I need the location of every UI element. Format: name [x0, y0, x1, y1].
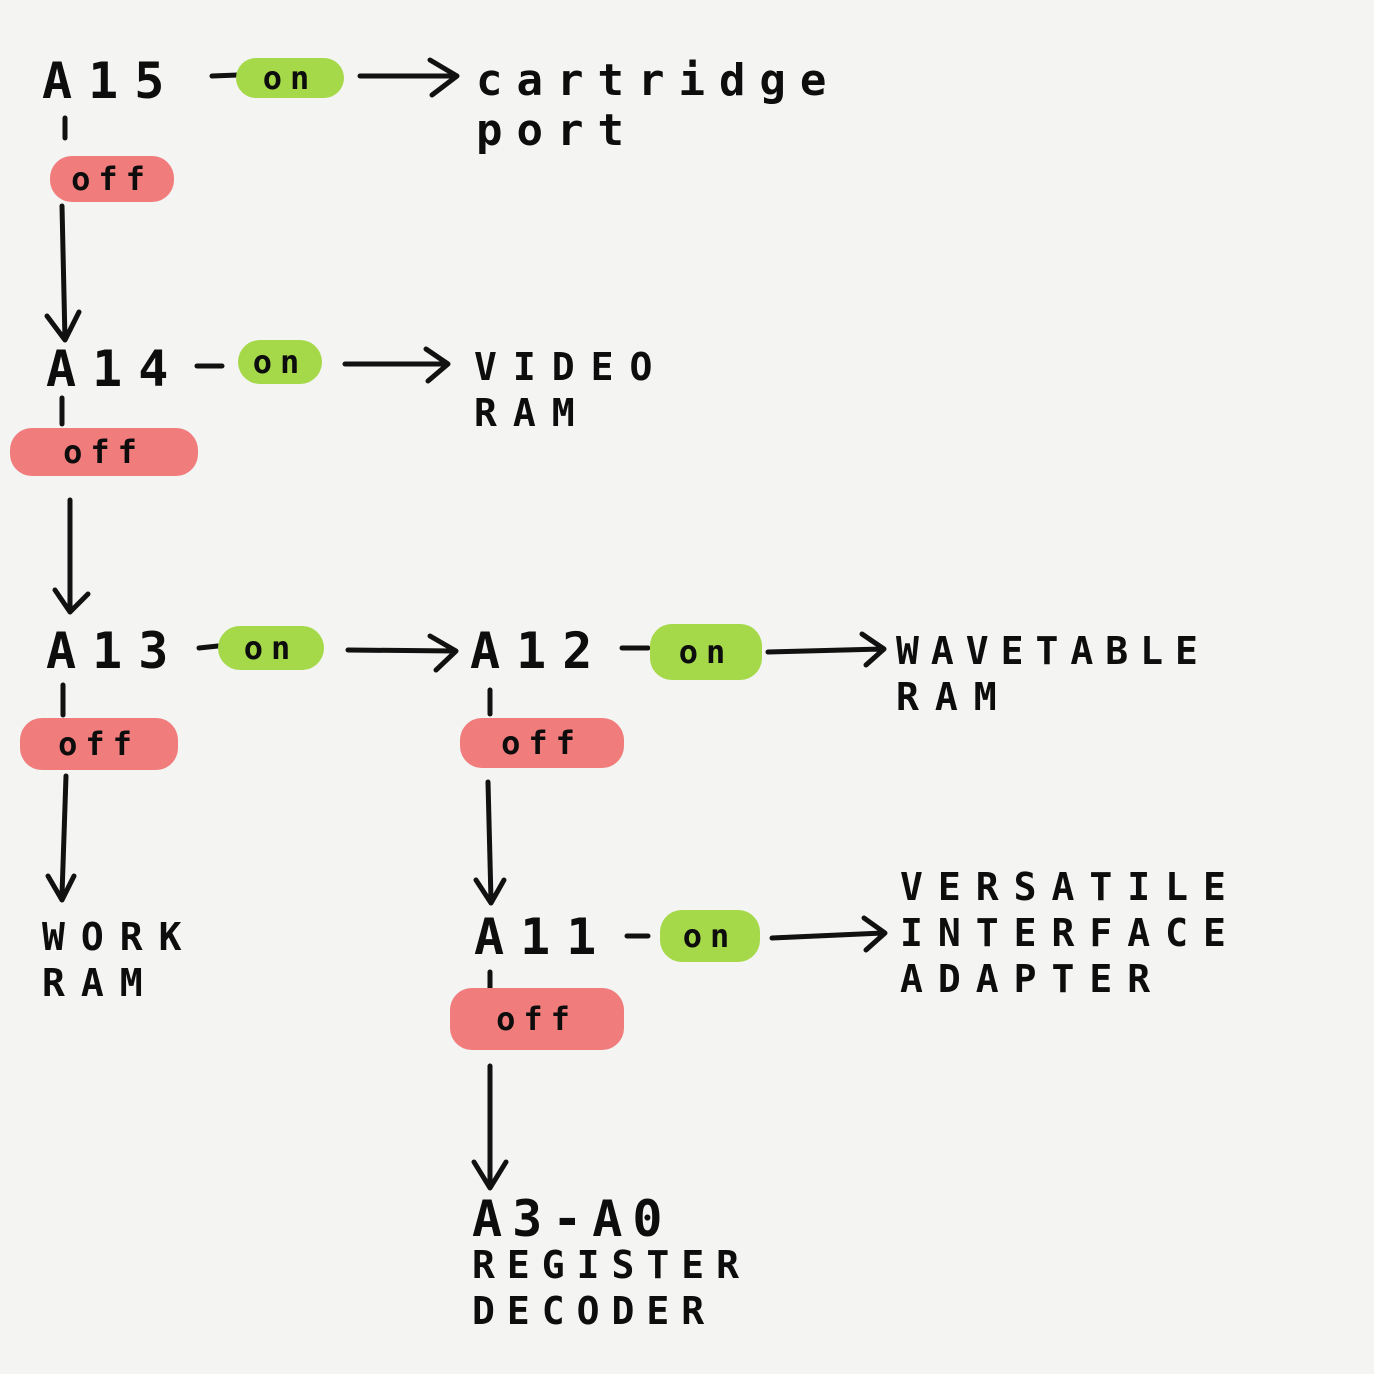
a12-to-wavetable-arrow: [765, 631, 887, 668]
a14-label: A14: [46, 340, 185, 398]
a12-label: A12: [470, 622, 609, 680]
a15-to-cartridge-arrow: [357, 57, 460, 98]
a11-on-badge: on: [660, 910, 760, 962]
a3a0-label: A3-A0: [472, 1190, 673, 1248]
a13-off-to-work-ram-arrow: [45, 773, 77, 903]
a13-on-badge: on: [218, 626, 324, 670]
cartridge-port-line2: port: [476, 105, 638, 156]
register-decoder-line1: REGISTER: [472, 1243, 752, 1287]
wavetable-ram-line2: RAM: [896, 675, 1013, 719]
a15-off-to-a14-arrow: [44, 203, 82, 343]
video-ram-label: VIDEO RAM: [474, 344, 668, 436]
a11-to-via-arrow: [769, 915, 888, 953]
register-decoder-label: REGISTER DECODER: [472, 1242, 751, 1334]
cartridge-port-label: cartridge port: [476, 56, 840, 156]
via-line2: INTERFACE: [900, 911, 1241, 955]
a14-on-badge: on: [238, 340, 322, 384]
via-label: VERSATILE INTERFACE ADAPTER: [900, 864, 1241, 1002]
cartridge-port-line1: cartridge: [476, 55, 841, 106]
video-ram-line2: RAM: [474, 391, 591, 435]
a14-to-video-arrow: [342, 346, 451, 384]
work-ram-line1: WORK: [42, 915, 198, 959]
via-line1: VERSATILE: [900, 865, 1241, 909]
a11-label: A11: [474, 908, 613, 966]
register-decoder-line2: DECODER: [472, 1289, 717, 1333]
video-ram-line1: VIDEO: [474, 345, 669, 389]
a11-off-to-a3a0-arrow: [471, 1063, 509, 1191]
a12-off-to-a11-arrow: [473, 779, 507, 906]
a14-off-to-a13-arrow: [52, 497, 91, 615]
a13-label: A13: [46, 622, 185, 680]
wavetable-ram-label: WAVETABLE RAM: [896, 628, 1210, 720]
work-ram-line2: RAM: [42, 961, 159, 1005]
work-ram-label: WORK RAM: [42, 914, 198, 1006]
a12-off-badge: off: [460, 718, 624, 768]
a14-off-badge: off: [10, 428, 198, 476]
via-line3: ADAPTER: [900, 957, 1166, 1001]
a15-off-badge: off: [50, 156, 174, 202]
a12-on-badge: on: [650, 624, 762, 680]
a13-dash: [196, 643, 221, 651]
a15-label: A15: [42, 52, 181, 110]
wavetable-ram-line1: WAVETABLE: [896, 629, 1210, 673]
a11-off-badge: off: [450, 988, 624, 1050]
a15-on-badge: on: [236, 58, 344, 98]
a13-to-a12-arrow: [345, 633, 459, 673]
a13-off-badge: off: [20, 718, 178, 770]
a15-dash: [209, 72, 241, 79]
